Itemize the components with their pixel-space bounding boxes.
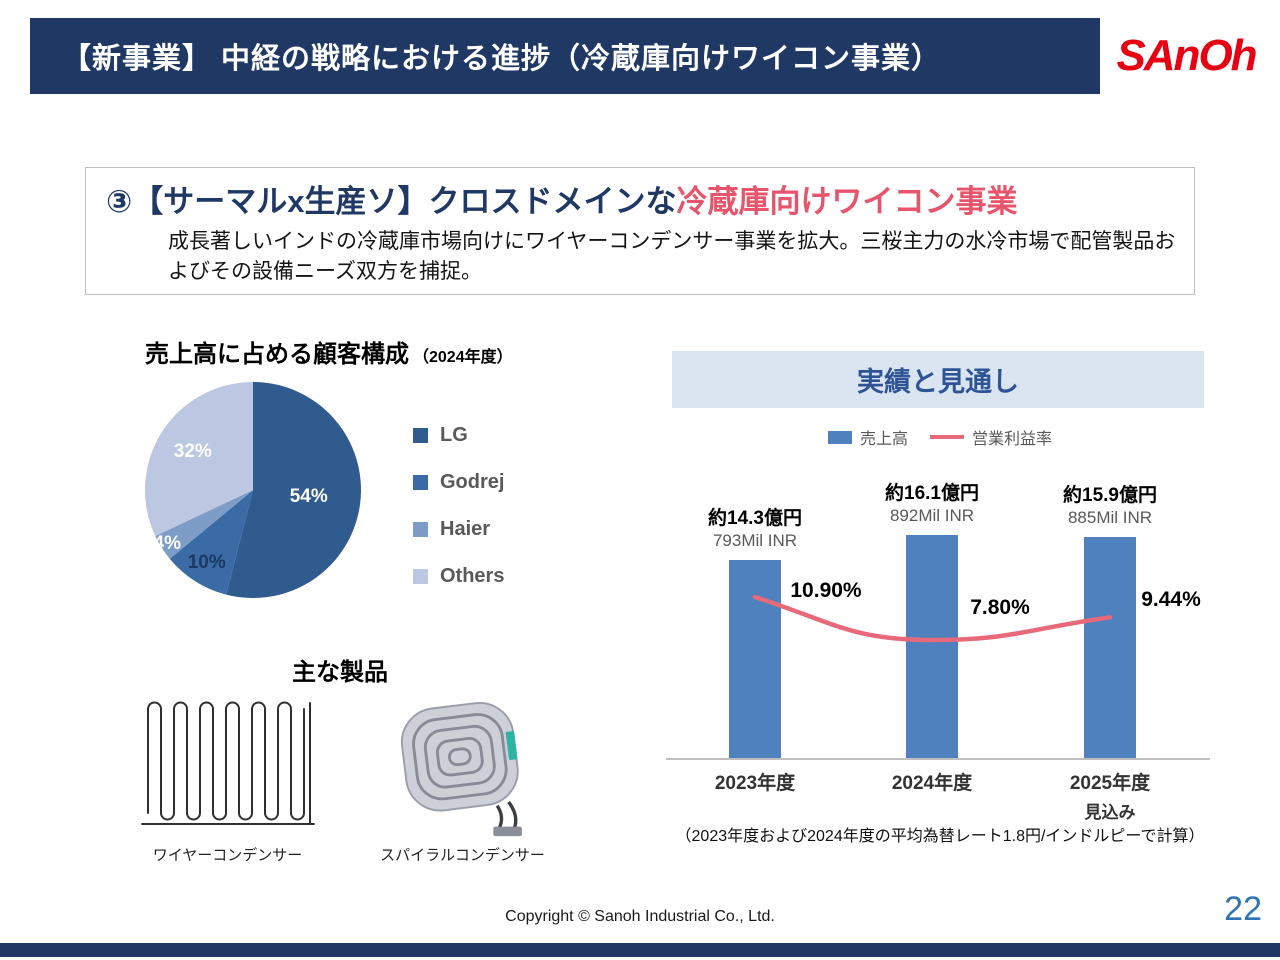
sanoh-logo: SAnOh [1112, 20, 1260, 92]
pie-legend-item-haier: Haier [413, 506, 504, 553]
pie-value-label-haier: 4% [153, 533, 182, 555]
lead-title-main: ③【サーマルx生産ソ】クロスドメインな [106, 184, 677, 219]
sanoh-logo-text: SAnOh [1116, 31, 1257, 80]
category-sub-label: 見込み [1084, 803, 1136, 822]
pie-value-label-lg: 54% [289, 486, 328, 508]
product-wire-condenser: ワイヤーコンデンサー [120, 688, 335, 865]
pie-slice-godrej [169, 490, 253, 595]
revenue-bar-2025年度 [1084, 536, 1136, 758]
slide-header: 【新事業】 中経の戦略における進捗（冷蔵庫向けワイコン事業） [30, 18, 1100, 94]
results-legend: 売上高 営業利益率 [660, 425, 1220, 449]
customer-chart-title: 売上高に占める顧客構成 （2024年度） [145, 334, 513, 369]
results-title: 実績と見通し [857, 367, 1019, 397]
wire-condenser-label: ワイヤーコンデンサー [152, 847, 303, 864]
product-spiral-condenser: スパイラルコンデンサー [355, 688, 570, 865]
pie-slice-lg [226, 382, 361, 598]
revenue-bar-2023年度 [729, 559, 781, 758]
bar-label-jpy: 約14.3億円 [708, 507, 802, 529]
pie-slice-haier [155, 490, 253, 559]
results-title-band: 実績と見通し [672, 351, 1204, 408]
pie-legend-label: Godrej [440, 471, 505, 493]
pie-value-label-godrej: 10% [187, 551, 226, 573]
results-legend-line-swatch [930, 435, 964, 439]
customer-chart-title-main: 売上高に占める顧客構成 [145, 341, 409, 368]
copyright-text: Copyright © Sanoh Industrial Co., Ltd. [505, 908, 775, 925]
pie-legend-item-lg: LG [413, 412, 504, 459]
pie-legend-swatch [413, 475, 428, 490]
customer-chart-title-sub: （2024年度） [413, 349, 513, 366]
lead-box: ③【サーマルx生産ソ】クロスドメインな冷蔵庫向けワイコン事業 成長著しいインドの… [85, 167, 1195, 295]
customer-pie-chart: 54% 10% 4% 32% [141, 378, 365, 606]
wire-condenser-image [120, 688, 335, 838]
spiral-condenser-label: スパイラルコンデンサー [380, 847, 545, 864]
profit-margin-label: 10.90% [790, 579, 862, 602]
pie-value-label-others: 32% [173, 440, 212, 462]
wire-condenser-drawing [140, 701, 315, 825]
pie-legend-label: Haier [440, 518, 491, 540]
pie-legend-item-others: Others [413, 553, 504, 600]
bar-label-inr: 793Mil INR [712, 530, 798, 550]
lead-body: 成長著しいインドの冷蔵庫市場向けにワイヤーコンデンサー事業を拡大。三桜主力の水冷… [168, 230, 1176, 284]
profit-margin-label: 7.80% [970, 596, 1030, 619]
spiral-condenser-image [355, 688, 570, 838]
results-chart: 約14.3億円 793Mil INR 2023年度 約16.1億円 892Mil INR… [660, 440, 1220, 840]
bar-label-inr: 892Mil INR [889, 506, 975, 525]
category-label: 2025年度 [1069, 773, 1151, 794]
pie-legend-label: LG [440, 424, 468, 446]
pie-legend-swatch [413, 522, 428, 537]
results-legend-bar-swatch [827, 430, 852, 444]
results-legend-line-label: 営業利益率 [972, 431, 1053, 448]
pie-slice-others [145, 382, 253, 536]
pie-legend-label: Others [440, 565, 505, 587]
lead-title-accent: 冷蔵庫向けワイコン事業 [676, 184, 1018, 219]
pie-legend-swatch [413, 428, 428, 443]
results-legend-bar-label: 売上高 [859, 431, 908, 448]
results-note: （2023年度および2024年度の平均為替レート1.8円/インドルピーで計算） [675, 828, 1205, 845]
revenue-bar-2024年度 [906, 535, 958, 758]
pie-legend-item-godrej: Godrej [413, 459, 504, 506]
category-label: 2023年度 [714, 773, 796, 794]
slide-title: 【新事業】 中経の戦略における進捗（冷蔵庫向けワイコン事業） [62, 43, 942, 75]
bottom-accent-bar [0, 943, 1280, 957]
spiral-condenser-drawing [400, 701, 522, 837]
page-number: 22 [1224, 890, 1262, 928]
pie-chart-svg [145, 382, 361, 598]
bar-label-jpy: 約16.1億円 [885, 483, 979, 504]
category-label: 2024年度 [891, 773, 973, 794]
profit-margin-label: 9.44% [1141, 588, 1201, 611]
products-title: 主な製品 [292, 659, 388, 686]
bar-label-jpy: 約15.9億円 [1063, 484, 1157, 506]
x-axis-line [666, 758, 1210, 760]
lead-title: ③【サーマルx生産ソ】クロスドメインな冷蔵庫向けワイコン事業 [106, 176, 1178, 221]
pie-legend-swatch [413, 569, 428, 584]
products-section: ワイヤーコンデンサー スパイラルコンデ [120, 688, 570, 865]
bar-label-inr: 885Mil INR [1067, 507, 1153, 527]
pie-legend: LG Godrej Haier Others [413, 412, 504, 600]
